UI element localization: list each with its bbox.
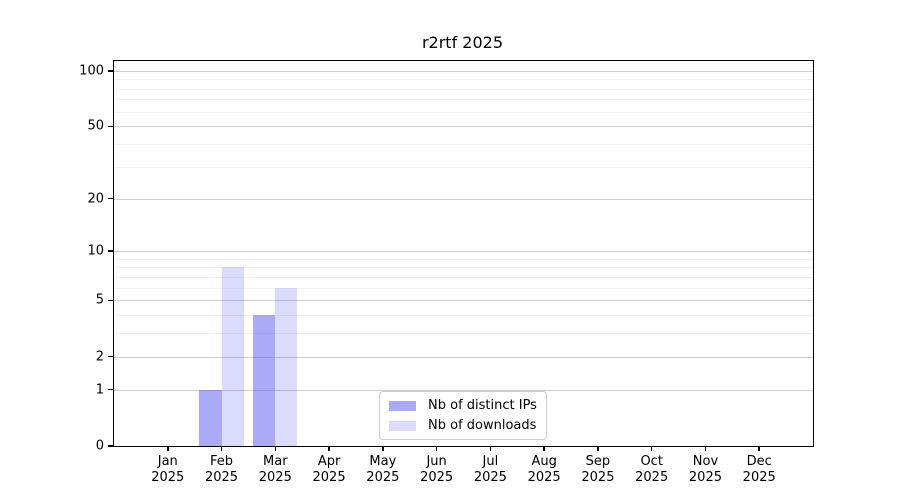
x-tick xyxy=(704,446,707,451)
x-tick-label: Jun 2025 xyxy=(402,454,472,485)
x-tick-year: 2025 xyxy=(581,469,615,485)
x-tick-year: 2025 xyxy=(151,469,185,485)
x-tick-label: Aug 2025 xyxy=(509,454,579,485)
x-tick-month: Aug xyxy=(531,454,557,469)
x-tick xyxy=(435,446,438,451)
legend-swatch-downloads-icon xyxy=(389,420,416,431)
y-gridline-major xyxy=(114,198,813,200)
y-gridline-major xyxy=(114,300,813,302)
y-gridline-minor xyxy=(114,333,813,335)
x-tick-month: Dec xyxy=(746,454,772,469)
y-gridline-minor xyxy=(114,166,813,168)
x-tick xyxy=(220,446,223,451)
x-tick-label: Oct 2025 xyxy=(617,454,687,485)
x-tick-year: 2025 xyxy=(420,469,454,485)
y-gridline-minor xyxy=(114,267,813,269)
legend-label-distinct-ips: Nb of distinct IPs xyxy=(428,398,537,413)
y-gridline-minor xyxy=(114,287,813,289)
y-gridline-minor xyxy=(114,111,813,113)
x-tick-year: 2025 xyxy=(258,469,292,485)
x-tick-label: Jan 2025 xyxy=(133,454,203,485)
x-tick-label: Jul 2025 xyxy=(455,454,525,485)
x-tick-month: Apr xyxy=(317,454,341,469)
y-tick xyxy=(108,388,113,391)
legend-label-downloads: Nb of downloads xyxy=(428,418,537,433)
y-tick-label: 50 xyxy=(87,118,104,134)
y-tick-label: 1 xyxy=(95,382,104,398)
y-gridline-major xyxy=(114,70,813,72)
x-tick-month: May xyxy=(369,454,397,469)
x-tick xyxy=(489,446,492,451)
x-tick-month: Sep xyxy=(585,454,611,469)
y-gridline-minor xyxy=(114,276,813,278)
y-gridline-minor xyxy=(114,144,813,146)
x-tick-year: 2025 xyxy=(312,469,346,485)
y-tick xyxy=(108,355,113,358)
legend-item-downloads: Nb of downloads xyxy=(389,417,537,434)
plot-area: 0 1 2 5 10 20 50 100 Jan 2025 Feb 2025 Mar 2025 Apr 202… xyxy=(79,60,814,485)
y-tick xyxy=(108,70,113,72)
chart-title: r2rtf 2025 xyxy=(421,33,504,52)
y-gridline-minor xyxy=(114,79,813,81)
x-tick-year: 2025 xyxy=(688,469,722,485)
y-tick-label: 100 xyxy=(79,63,104,79)
x-tick-year: 2025 xyxy=(366,469,400,485)
bar-distinct-ips-mar xyxy=(253,315,276,446)
y-tick-label: 10 xyxy=(87,243,104,259)
y-gridline-major xyxy=(114,356,813,358)
x-tick-label: Apr 2025 xyxy=(294,454,364,485)
y-gridline-major xyxy=(114,251,813,253)
x-tick-label: May 2025 xyxy=(348,454,418,485)
y-tick-label: 0 xyxy=(95,438,104,454)
x-tick-month: Oct xyxy=(640,454,663,469)
x-tick-year: 2025 xyxy=(473,469,507,485)
x-tick-year: 2025 xyxy=(527,469,561,485)
y-gridline-minor xyxy=(114,315,813,317)
y-tick-label: 2 xyxy=(95,349,104,365)
x-tick xyxy=(543,446,545,451)
bar-downloads-mar xyxy=(275,287,298,446)
x-tick-label: Dec 2025 xyxy=(724,454,794,485)
x-tick xyxy=(166,446,169,451)
x-tick-month: Mar xyxy=(263,454,288,469)
legend: Nb of distinct IPs Nb of downloads xyxy=(379,391,547,440)
x-tick xyxy=(382,446,384,451)
y-tick xyxy=(108,299,113,302)
y-tick-label: 20 xyxy=(87,191,104,206)
y-tick xyxy=(108,445,113,447)
x-tick-label: Feb 2025 xyxy=(187,454,257,485)
y-tick-label: 5 xyxy=(95,292,104,308)
bar-distinct-ips-feb xyxy=(199,389,222,446)
x-tick-label: Sep 2025 xyxy=(563,454,633,485)
x-tick-month: Feb xyxy=(210,454,234,469)
legend-item-distinct-ips: Nb of distinct IPs xyxy=(389,397,537,414)
x-tick xyxy=(328,446,330,451)
x-tick-month: Jul xyxy=(482,454,499,469)
x-tick-month: Jan xyxy=(157,454,178,469)
y-tick xyxy=(108,197,113,200)
x-tick-year: 2025 xyxy=(204,469,239,485)
y-gridline-minor xyxy=(114,88,813,90)
x-tick xyxy=(650,446,653,451)
x-tick xyxy=(758,446,761,451)
x-tick-label: Nov 2025 xyxy=(670,454,740,485)
x-tick-year: 2025 xyxy=(742,469,776,485)
y-gridline-minor xyxy=(114,258,813,260)
legend-swatch-distinct-ips-icon xyxy=(389,400,416,411)
y-gridline-major xyxy=(114,126,813,128)
y-tick xyxy=(108,250,113,252)
bar-downloads-feb xyxy=(221,267,244,446)
y-gridline-minor xyxy=(114,99,813,101)
x-tick xyxy=(274,446,277,451)
x-tick-month: Jun xyxy=(426,454,447,469)
x-tick-month: Nov xyxy=(692,454,719,469)
x-tick-label: Mar 2025 xyxy=(240,454,310,485)
y-tick xyxy=(108,125,113,128)
x-tick-year: 2025 xyxy=(635,469,669,485)
y-gridline-major xyxy=(114,389,813,391)
x-tick xyxy=(597,446,599,451)
